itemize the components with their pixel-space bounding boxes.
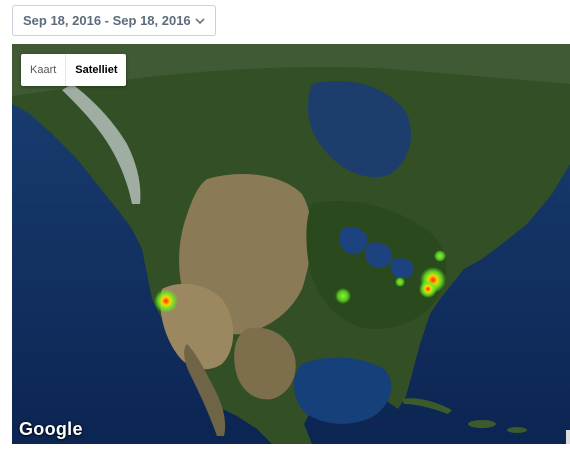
google-logo: Google bbox=[19, 419, 83, 439]
heatmap-hotspot-ohio bbox=[395, 277, 405, 287]
date-range-label: Sep 18, 2016 - Sep 18, 2016 bbox=[23, 13, 191, 28]
map-type-kaart-button[interactable]: Kaart bbox=[30, 64, 57, 76]
heatmap-layer bbox=[154, 250, 446, 313]
heatmap-hotspot-midwest bbox=[335, 288, 351, 304]
date-range-picker[interactable]: Sep 18, 2016 - Sep 18, 2016 bbox=[12, 5, 216, 36]
heatmap-hotspot-california bbox=[154, 289, 178, 313]
chevron-down-icon bbox=[195, 18, 205, 25]
heatmap-hotspot-east-north bbox=[434, 250, 446, 262]
map-type-satelliet-button[interactable]: Satelliet bbox=[65, 54, 126, 86]
map-corner-control bbox=[566, 430, 570, 444]
heatmap-hotspot-east-coast-south bbox=[419, 280, 437, 298]
map-type-control: Kaart Satelliet bbox=[21, 54, 127, 86]
heatmap-map[interactable]: Kaart Satelliet Google bbox=[12, 44, 570, 444]
satellite-imagery bbox=[12, 44, 570, 444]
